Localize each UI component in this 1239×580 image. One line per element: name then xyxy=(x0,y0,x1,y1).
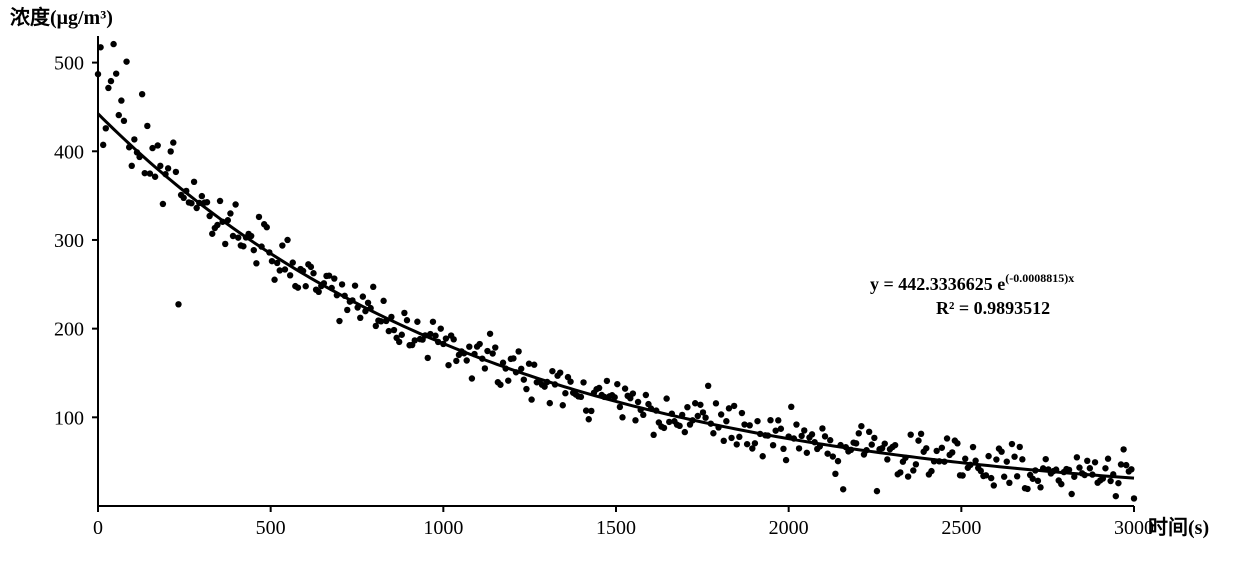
y-tick-label: 300 xyxy=(54,230,84,252)
x-tick-label: 0 xyxy=(93,517,103,539)
x-tick-label: 1000 xyxy=(423,517,463,539)
x-tick-label: 2000 xyxy=(769,517,809,539)
chart-svg: 050010001500200025003000100200300400500浓… xyxy=(0,0,1239,580)
x-tick-label: 2500 xyxy=(941,517,981,539)
x-tick-label: 1500 xyxy=(596,517,636,539)
x-tick-label: 500 xyxy=(256,517,286,539)
y-tick-label: 200 xyxy=(54,319,84,341)
y-tick-label: 400 xyxy=(54,141,84,163)
svg-text:R² = 0.9893512: R² = 0.9893512 xyxy=(936,298,1050,318)
y-tick-label: 500 xyxy=(54,53,84,75)
y-tick-label: 100 xyxy=(54,407,84,429)
decay-chart: 050010001500200025003000100200300400500浓… xyxy=(0,0,1239,580)
y-axis-label: 浓度(μg/m³) xyxy=(10,5,113,29)
x-axis-label: 时间(s) xyxy=(1148,516,1209,539)
